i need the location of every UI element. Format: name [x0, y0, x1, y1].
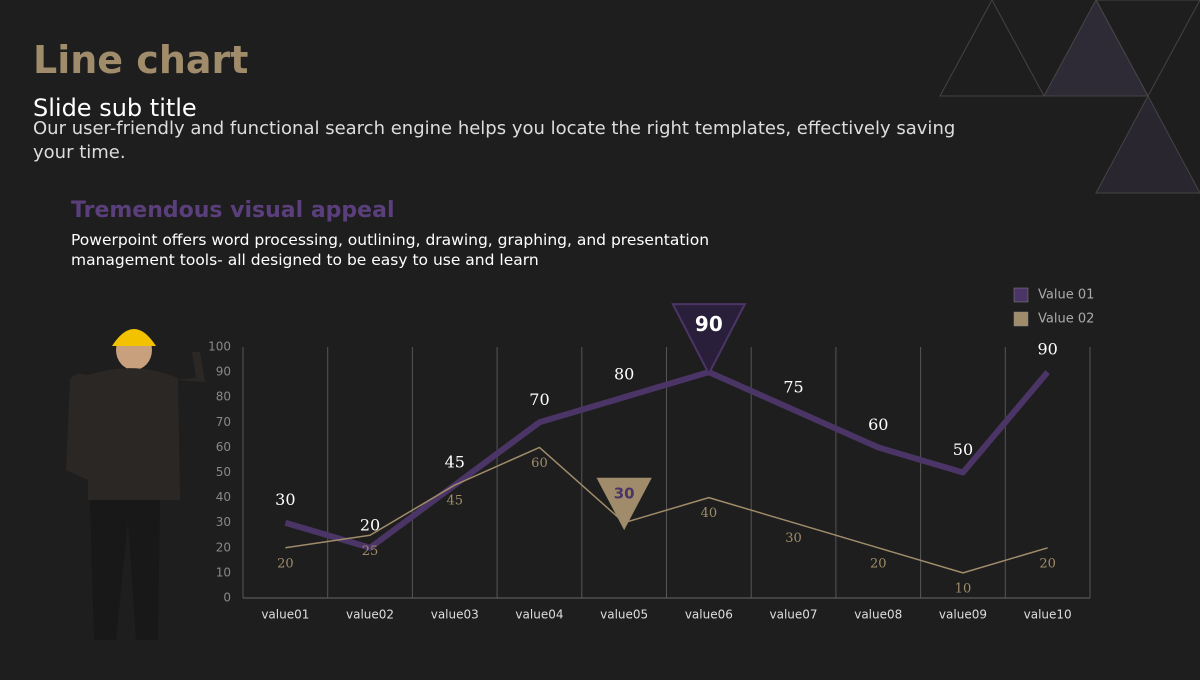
y-tick-label: 100	[208, 340, 231, 354]
data-label: 30	[614, 485, 635, 503]
data-label: 45	[446, 494, 463, 509]
data-label: 60	[531, 456, 548, 471]
y-tick-label: 50	[216, 465, 231, 479]
x-tick-label: value09	[939, 608, 987, 622]
x-tick-label: value03	[431, 608, 479, 622]
legend-label: Value 02	[1038, 312, 1094, 327]
y-tick-label: 30	[216, 515, 231, 529]
y-tick-label: 90	[216, 365, 231, 379]
x-tick-label: value08	[854, 608, 902, 622]
slide-title: Line chart	[33, 38, 249, 82]
decoration	[939, 0, 1200, 194]
y-tick-label: 0	[223, 591, 231, 605]
x-tick-label: value06	[685, 608, 733, 622]
data-label: 90	[695, 312, 723, 336]
data-label: 20	[360, 515, 380, 534]
x-tick-label: value07	[770, 608, 818, 622]
legend-label: Value 01	[1038, 288, 1094, 303]
data-label: 20	[277, 556, 294, 571]
data-label: 70	[529, 390, 549, 409]
data-label: 40	[701, 506, 718, 521]
data-label: 50	[953, 440, 973, 459]
legend-swatch	[1013, 287, 1029, 303]
data-label: 10	[955, 581, 972, 596]
callout	[596, 477, 652, 531]
section-text: Powerpoint offers word processing, outli…	[71, 231, 710, 269]
y-tick-label: 60	[216, 440, 231, 454]
y-tick-label: 70	[216, 415, 231, 429]
data-label: 20	[1039, 556, 1056, 571]
data-label: 60	[868, 415, 888, 434]
slide-body: Our user-friendly and functional search …	[33, 118, 956, 163]
data-label: 80	[614, 365, 634, 384]
data-label: 20	[870, 556, 887, 571]
y-tick-label: 80	[216, 390, 231, 404]
data-label: 25	[362, 544, 379, 559]
x-tick-label: value04	[515, 608, 563, 622]
slide-subtitle: Slide sub title	[33, 94, 197, 122]
y-tick-label: 40	[216, 490, 231, 504]
y-tick-label: 10	[216, 565, 231, 579]
section-heading: Tremendous visual appeal	[71, 198, 395, 223]
data-label: 45	[445, 453, 465, 472]
x-tick-label: value02	[346, 608, 394, 622]
worker-figure	[66, 329, 205, 640]
x-tick-label: value01	[261, 608, 309, 622]
x-tick-label: value10	[1024, 608, 1072, 622]
legend-swatch	[1013, 311, 1029, 327]
data-label: 30	[275, 490, 295, 509]
series-line	[285, 446, 1048, 574]
data-label: 90	[1037, 340, 1057, 359]
callout	[671, 303, 747, 376]
x-tick-label: value05	[600, 608, 648, 622]
data-label: 75	[783, 377, 803, 396]
series-line	[284, 369, 1050, 551]
y-tick-label: 20	[216, 540, 231, 554]
data-label: 30	[785, 531, 802, 546]
